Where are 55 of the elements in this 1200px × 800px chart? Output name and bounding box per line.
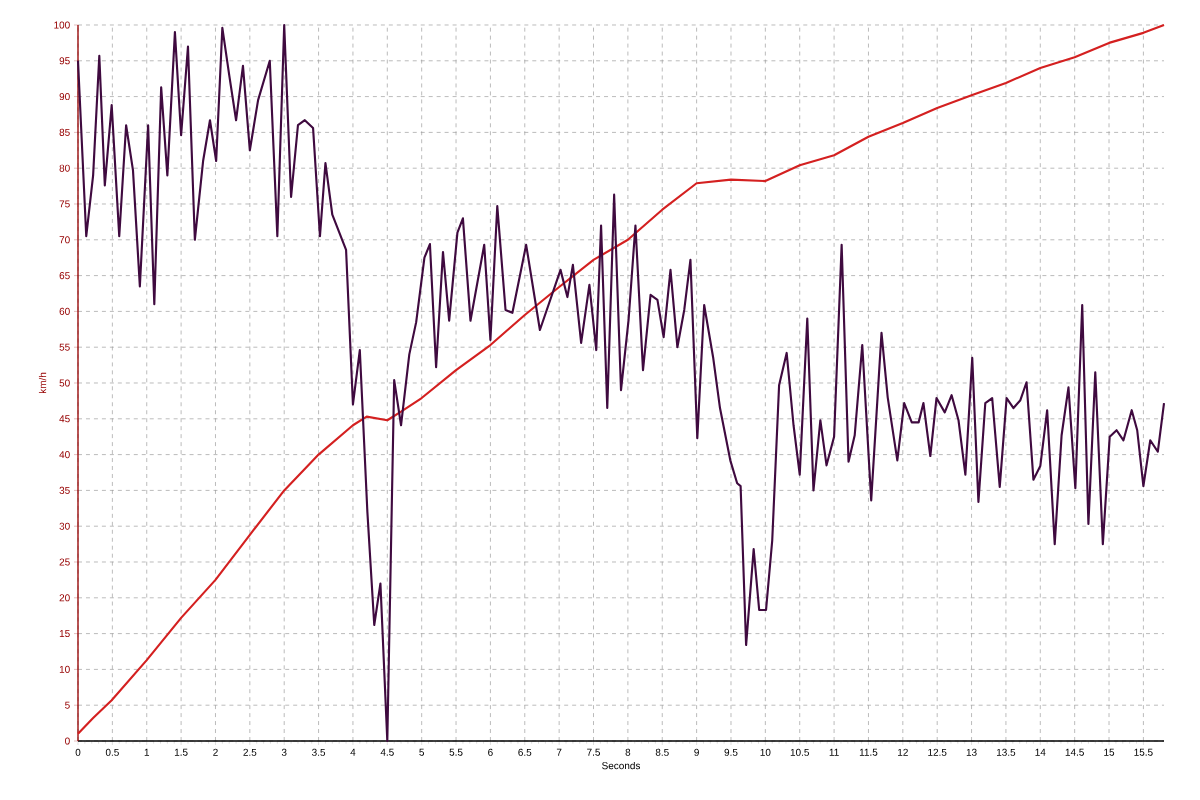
x-tick-label: 14.5 bbox=[1065, 748, 1084, 756]
y-tick-label: 30 bbox=[59, 522, 70, 530]
x-tick-label: 8 bbox=[625, 748, 631, 756]
y-tick-label: 60 bbox=[59, 307, 70, 315]
x-tick-label: 4 bbox=[350, 748, 356, 756]
y-tick-label: 100 bbox=[54, 21, 70, 29]
x-tick-label: 3 bbox=[281, 748, 287, 756]
y-tick-label: 15 bbox=[59, 630, 70, 638]
y-tick-label: 40 bbox=[59, 451, 70, 459]
x-tick-label: 3.5 bbox=[312, 748, 326, 756]
y-tick-label: 70 bbox=[59, 236, 70, 244]
x-tick-label: 4.5 bbox=[380, 748, 394, 756]
x-tick-label: 6.5 bbox=[518, 748, 532, 756]
y-tick-label: 55 bbox=[59, 343, 70, 351]
x-tick-label: 13.5 bbox=[996, 748, 1016, 756]
y-tick-label: 5 bbox=[65, 701, 70, 709]
x-tick-label: 14 bbox=[1035, 748, 1046, 756]
y-tick-label: 65 bbox=[59, 272, 70, 280]
x-axis-title: Seconds bbox=[602, 761, 641, 770]
x-tick-label: 15 bbox=[1104, 748, 1115, 756]
y-tick-label: 10 bbox=[59, 665, 70, 673]
y-tick-label: 50 bbox=[59, 379, 70, 387]
y-tick-label: 0 bbox=[65, 737, 70, 745]
x-tick-label: 11 bbox=[829, 748, 839, 756]
x-tick-label: 6 bbox=[488, 748, 493, 756]
y-tick-label: 90 bbox=[59, 93, 70, 101]
y-tick-label: 80 bbox=[59, 164, 70, 172]
x-tick-label: 2.5 bbox=[243, 748, 257, 756]
y-tick-label: 85 bbox=[59, 128, 70, 136]
x-tick-label: 7 bbox=[556, 748, 562, 756]
x-tick-label: 13 bbox=[966, 748, 977, 756]
x-tick-label: 7.5 bbox=[587, 748, 601, 756]
x-tick-label: 9.5 bbox=[724, 748, 738, 756]
y-tick-label: 75 bbox=[59, 200, 70, 208]
x-tick-label: 8.5 bbox=[655, 748, 669, 756]
x-tick-label: 2 bbox=[213, 748, 218, 756]
x-tick-label: 10.5 bbox=[790, 748, 809, 756]
x-tick-label: 5.5 bbox=[449, 748, 463, 756]
y-tick-label: 35 bbox=[59, 486, 70, 494]
y-tick-label: 45 bbox=[59, 415, 70, 423]
x-tick-label: 5 bbox=[419, 748, 425, 756]
y-axis-title: km/h bbox=[38, 372, 47, 394]
x-tick-label: 9 bbox=[694, 748, 699, 756]
y-tick-label: 95 bbox=[59, 57, 70, 65]
x-tick-label: 12.5 bbox=[928, 748, 947, 756]
x-tick-label: 12 bbox=[898, 748, 908, 756]
x-tick-label: 1.5 bbox=[174, 748, 188, 756]
x-tick-label: 15.5 bbox=[1134, 748, 1153, 756]
x-tick-label: 0 bbox=[75, 748, 81, 756]
x-tick-label: 0.5 bbox=[105, 748, 119, 756]
x-tick-label: 11.5 bbox=[859, 748, 878, 756]
x-tick-label: 10 bbox=[760, 748, 771, 756]
y-tick-label: 20 bbox=[59, 594, 70, 602]
x-tick-label: 1 bbox=[144, 748, 150, 756]
y-tick-label: 25 bbox=[59, 558, 70, 566]
